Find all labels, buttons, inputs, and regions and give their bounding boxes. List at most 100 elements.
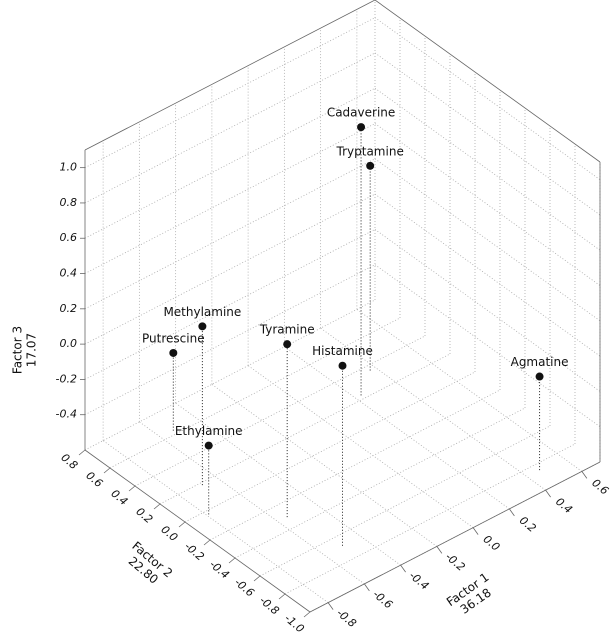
point-label: Agmatine [511,355,569,369]
z-tick-label: 0.4 [60,267,78,280]
y-tick-label: 0.2 [133,505,155,526]
grid-line [159,353,451,505]
point-label: Tryptamine [336,144,404,158]
grid-line [320,327,546,491]
tick-mark [128,485,136,492]
grid-line [259,425,551,577]
point [169,348,178,357]
grid-line [84,123,376,274]
point [357,123,366,132]
grid-line [84,299,376,451]
tick-mark [581,471,588,479]
z-axis-label: 17.07 [25,333,39,367]
grid-line [84,193,376,345]
grid-line [374,264,601,428]
z-tick-label: -0.4 [56,408,77,421]
tick-mark [436,546,443,554]
z-tick-label: 0.6 [60,231,78,244]
grid-line [374,158,601,322]
grid-line [139,421,365,585]
point [338,361,347,370]
y-tick-label: -1.0 [282,612,307,636]
grid-line [84,52,376,204]
point [366,161,375,170]
point-label: Methylamine [163,305,241,319]
box-edge [309,461,601,613]
point-label: Cadaverine [327,106,395,120]
x-tick-label: -0.4 [407,569,432,593]
grid-line [356,309,583,472]
grid-line [184,371,476,523]
y-tick-label: 0.4 [108,487,130,508]
grid-line [374,229,601,392]
grid-line [234,407,526,559]
x-tick-label: 0.4 [553,495,575,516]
y-tick-label: 0.0 [158,523,180,544]
tick-mark [364,583,370,592]
tick-mark [303,611,311,618]
point-label: Histamine [312,344,373,358]
tick-mark [509,508,515,517]
grid-line [134,335,426,487]
grid-line [374,123,601,286]
x-tick-label: -0.8 [334,606,359,630]
box-edge [84,449,311,613]
grid-line [175,402,401,566]
tick-mark [228,557,236,564]
point [535,372,544,381]
grid-line [84,158,376,310]
box-edge [84,0,376,151]
x-tick-label: 0.0 [481,533,503,554]
tick-mark [327,602,334,610]
point-label: Tyramine [259,323,315,337]
tick-mark [545,489,551,498]
grid-line [374,52,601,216]
x-tick-label: 0.2 [517,514,539,535]
grid-line [374,193,601,357]
point [283,340,292,349]
y-tick-label: -0.8 [257,594,282,618]
tick-mark [472,527,479,535]
tick-mark [203,539,211,546]
grid-line [211,384,438,547]
tick-mark [153,503,161,510]
box-edge [374,0,601,163]
tick-mark [253,575,261,582]
y-tick-label: 0.6 [83,469,105,490]
grid-line [209,389,501,541]
y-tick-label: -0.2 [182,540,207,564]
tick-mark [178,521,186,528]
grid-line [374,87,601,251]
z-tick-label: -0.2 [56,372,77,385]
x-tick-label: 0.6 [589,476,611,497]
grid-line [84,87,376,239]
z-tick-label: 0.8 [60,196,78,209]
tick-mark [278,593,286,600]
y-tick-label: -0.4 [207,558,232,582]
point-label: Ethylamine [175,424,243,438]
grid-line [284,346,510,510]
point [204,441,213,450]
grid-line [84,264,376,416]
grid-line [284,443,576,595]
grid-line [102,440,329,603]
y-tick-label: -0.6 [232,576,257,600]
grid-line [84,229,376,380]
tick-mark [78,449,86,456]
z-tick-label: 0.0 [60,337,78,350]
z-tick-label: 1.0 [60,161,78,174]
point [198,322,207,331]
tick-mark [400,564,406,573]
grid-line [84,17,376,169]
y-tick-label: 0.8 [58,451,80,472]
tick-mark [103,467,111,474]
grid-line [374,17,601,180]
point-label: Putrescine [142,331,205,345]
grid-line [109,317,401,469]
x-tick-label: -0.6 [370,588,395,612]
z-axis-label: Factor 3 [11,326,25,374]
z-tick-label: 0.2 [60,302,78,315]
x-tick-label: -0.2 [443,550,468,574]
grid-line [247,365,474,528]
